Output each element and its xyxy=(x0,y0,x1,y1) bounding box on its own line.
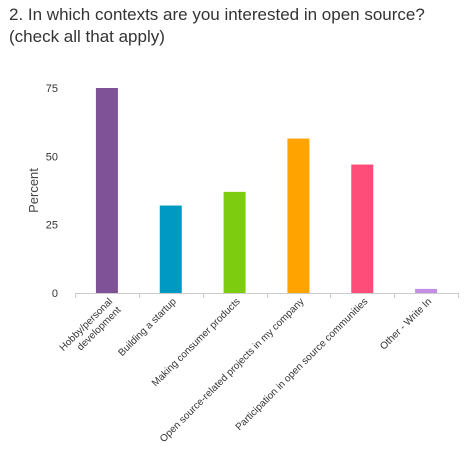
x-tick-label: Other - Write In xyxy=(378,296,434,352)
question-title-line-1: 2. In which contexts are you interested … xyxy=(9,5,425,24)
bars xyxy=(95,88,438,293)
bar xyxy=(287,138,310,293)
bar xyxy=(159,205,182,293)
x-tick-label-line: Other - Write In xyxy=(378,296,434,352)
y-tick-label: 75 xyxy=(46,83,58,95)
y-axis: Percent 0 25 50 75 xyxy=(26,83,58,300)
x-tick-label: Open source-related projects in my compa… xyxy=(158,296,306,444)
x-tick-label-line: Building a startup xyxy=(116,296,179,359)
bar xyxy=(95,88,118,293)
x-tick-label: Participation in open source communities xyxy=(234,296,371,433)
bar xyxy=(351,164,374,293)
y-tick-label: 25 xyxy=(46,220,58,232)
y-tick-label: 0 xyxy=(52,288,58,300)
y-axis-label: Percent xyxy=(26,168,41,213)
x-tick-label: Hobby/personaldevelopment xyxy=(58,296,124,362)
x-tick-label-line: Open source-related projects in my compa… xyxy=(158,296,306,444)
y-tick-label: 50 xyxy=(46,151,58,163)
x-tick-label: Building a startup xyxy=(116,296,179,359)
bar xyxy=(415,288,438,293)
question-title: 2. In which contexts are you interested … xyxy=(9,4,469,48)
x-tick-label-line: Participation in open source communities xyxy=(234,296,371,433)
bar xyxy=(223,191,246,293)
question-title-line-2: (check all that apply) xyxy=(9,27,165,46)
